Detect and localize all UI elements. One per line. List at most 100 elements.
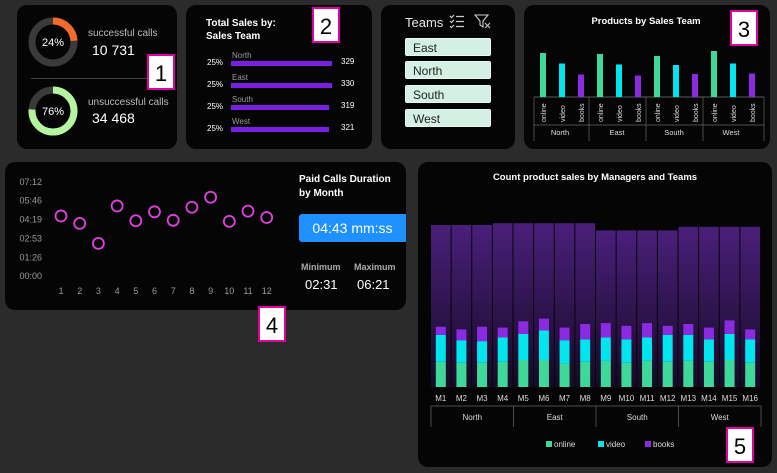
bar-m1-books [435, 326, 446, 335]
manager-sales-panel: Count product sales by Managers and Team… [418, 162, 772, 467]
x-tick-label: M14 [701, 394, 717, 403]
tick-label: online [541, 103, 548, 122]
data-point-month-1 [54, 209, 68, 223]
x-tick-label: M6 [538, 394, 550, 403]
group-label-west: West [711, 413, 730, 422]
bar-m8-video [580, 339, 591, 362]
data-point-month-3 [92, 236, 105, 250]
bar-m6-books [538, 318, 549, 331]
bar-east-video [616, 64, 622, 97]
group-label-north: North [462, 413, 482, 422]
bar-m12-books [662, 325, 673, 335]
team-name: South [232, 95, 253, 104]
y-tick-label: 07:12 [19, 177, 42, 187]
tick-label: books [579, 103, 586, 122]
clear-filter-icon[interactable] [474, 13, 491, 29]
x-tick-label: M1 [435, 394, 447, 403]
data-point-month-5 [129, 214, 143, 228]
tick-label: video [674, 105, 681, 122]
unsuccessful-calls-value: 34 468 [92, 110, 135, 126]
successful-calls-label: successful calls [88, 28, 158, 39]
tick-label: online [655, 103, 662, 122]
team-bar [231, 83, 332, 88]
maximum-value: 06:21 [357, 277, 390, 292]
legend-label-video: video [606, 440, 626, 449]
data-point-month-12 [260, 211, 274, 224]
average-duration-value: 04:43 mm:ss [299, 214, 406, 242]
products-by-team-panel: Products by Sales Team online video books N… [524, 5, 770, 149]
bar-west-online [711, 51, 717, 97]
team-name: East [232, 73, 249, 82]
bar-m6-online [538, 360, 549, 387]
data-point-month-2 [73, 216, 87, 230]
group-label-south: South [627, 413, 648, 422]
bar-m11-books [642, 323, 653, 338]
data-point-month-8 [185, 200, 199, 214]
successful-calls-value: 10 731 [92, 42, 135, 58]
bar-m1-video [435, 334, 446, 362]
bar-m14-video [703, 339, 714, 362]
slicer-item-north[interactable]: North [405, 61, 491, 79]
bar-east-books [635, 75, 641, 97]
team-value: 321 [341, 123, 355, 132]
team-name: West [232, 117, 251, 126]
slicer-item-west[interactable]: West [405, 109, 491, 127]
x-tick-label: M16 [742, 394, 758, 403]
team-value: 329 [341, 57, 355, 66]
unsuccessful-calls-donut: 76% [28, 86, 78, 136]
bar-m2-books [456, 329, 467, 341]
x-tick-label: 9 [208, 286, 213, 296]
group-label-south: South [664, 128, 684, 137]
teams-slicer-title: Teams [405, 15, 444, 30]
bar-m15-online [724, 360, 735, 387]
bar-m9-online [600, 360, 611, 387]
bar-m15-video [724, 333, 735, 360]
paid-calls-panel: 00:00 01:26 02:53 04:19 05:46 07:12 1 2 3 4 5 6 7 8 9 1… [5, 162, 406, 310]
team-bar [231, 105, 329, 110]
bar-m15-books [724, 320, 735, 334]
y-tick-label: 02:53 [19, 233, 42, 243]
legend-swatch-books [645, 441, 651, 447]
bar-m4-video [497, 337, 508, 362]
bar-south-online [654, 56, 660, 97]
manager-sales-stacked-chart: Count product sales by Managers and Team… [430, 172, 762, 449]
callout-marker-5: 5 [726, 427, 754, 463]
bar-m3-online [477, 362, 488, 387]
x-tick-label: M8 [580, 394, 592, 403]
tick-label: books [636, 103, 643, 122]
tick-label: books [750, 103, 757, 122]
unsuccessful-calls-pct: 76% [42, 106, 64, 118]
x-tick-label: M3 [477, 394, 489, 403]
bar-north-online [540, 53, 546, 97]
bar-m16-video [745, 339, 756, 363]
bar-west-books [749, 73, 755, 97]
team-row-east: 25% East 330 [186, 72, 372, 96]
chart-title: Count product sales by Managers and Team… [493, 172, 697, 183]
callout-marker-1: 1 [147, 54, 175, 90]
multi-select-icon[interactable] [449, 13, 465, 29]
y-tick-label: 00:00 [19, 271, 42, 281]
bar-m4-online [497, 361, 508, 387]
x-tick-label: 6 [152, 286, 157, 296]
bar-m12-online [662, 361, 673, 387]
tick-label: books [693, 103, 700, 122]
legend-label-online: online [554, 440, 576, 449]
x-tick-label: M7 [559, 394, 571, 403]
team-bar [231, 61, 332, 66]
x-tick-label: M9 [600, 394, 612, 403]
x-tick-label: 4 [115, 286, 120, 296]
bar-m13-online [683, 360, 694, 387]
bar-m13-video [683, 334, 694, 361]
bar-m5-online [518, 360, 529, 387]
group-label-east: East [547, 413, 564, 422]
slicer-item-east[interactable]: East [405, 38, 491, 56]
slicer-item-south[interactable]: South [405, 85, 491, 103]
bar-m6-video [538, 330, 549, 360]
minimum-label: Minimum [301, 262, 341, 272]
team-name: North [232, 51, 252, 60]
y-tick-label: 05:46 [19, 196, 42, 206]
data-point-month-7 [166, 213, 180, 227]
bar-m11-video [642, 337, 653, 361]
bar-m8-online [580, 361, 591, 387]
